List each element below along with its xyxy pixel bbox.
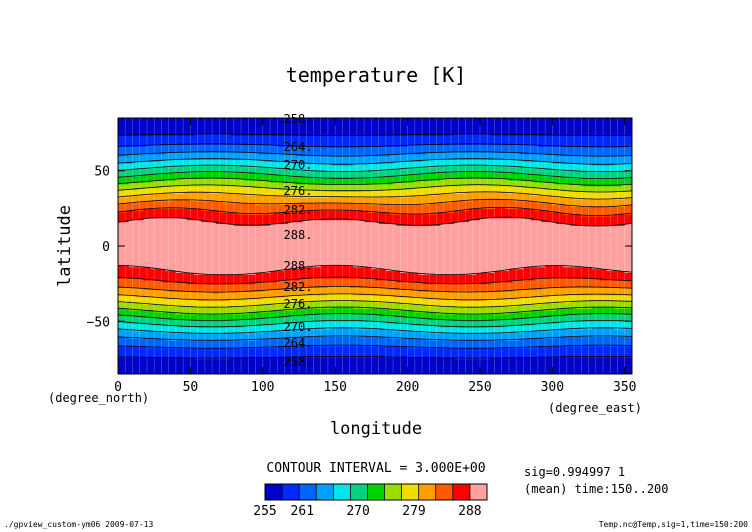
contour-line <box>118 306 632 315</box>
contour-label: 270. <box>284 158 313 172</box>
y-axis-label: latitude <box>55 205 75 287</box>
contour-line <box>118 198 632 208</box>
y-axis-ticks: 50 0 −50 <box>87 165 632 330</box>
contour-line <box>118 327 632 334</box>
contour-line <box>118 184 632 193</box>
x-tick-label: 200 <box>396 380 419 395</box>
contour-interval-text: CONTOUR INTERVAL = 3.000E+00 <box>266 461 485 476</box>
colorbar-frame <box>264 483 488 501</box>
contour-line <box>118 344 632 349</box>
chart-title: temperature [K] <box>286 63 467 87</box>
footer-left: ./gpview_custom-ym06 2009-07-13 <box>4 520 153 529</box>
x-tick-label: 350 <box>613 380 636 395</box>
contour-line <box>118 276 632 285</box>
contour-bands <box>118 118 632 374</box>
colorbar-tick-label: 255 <box>253 504 276 519</box>
contour-line <box>118 264 632 276</box>
contour-label: 282. <box>284 203 313 217</box>
contour-label: 276. <box>284 184 313 198</box>
colorbar-tick-label: 261 <box>291 504 314 519</box>
contour-labels: 258. 264. 270. 276. 282. 288. 288. 282. 276. 270.… <box>284 112 313 369</box>
contour-line <box>118 206 632 216</box>
colorbar-swatch <box>469 484 488 500</box>
contour-line <box>118 191 632 200</box>
x-tick-label: 0 <box>114 380 122 395</box>
contour-line <box>118 320 632 328</box>
contour-line <box>118 313 632 321</box>
colorbar-swatch <box>316 484 334 500</box>
x-tick-label: 300 <box>541 380 564 395</box>
y-tick-label: −50 <box>87 315 110 330</box>
colorbar-swatch <box>265 484 283 500</box>
colorbar-swatch <box>367 484 385 500</box>
colorbar-swatch <box>299 484 317 500</box>
contour-line <box>118 171 632 179</box>
x-tick-label: 250 <box>468 380 491 395</box>
contour-label: 258. <box>284 355 313 369</box>
x-tick-label: 150 <box>323 380 346 395</box>
contour-label: 288. <box>284 259 313 273</box>
colorbar-swatch <box>282 484 300 500</box>
contour-line <box>118 177 632 186</box>
contour-line <box>118 356 632 359</box>
contour-line <box>118 164 632 173</box>
x-tick-label: 50 <box>183 380 199 395</box>
contour-lines <box>118 133 632 359</box>
y-tick-label: 50 <box>94 165 110 180</box>
contour-line <box>118 293 632 301</box>
colorbar-ticks: 255 261 270 279 288 <box>253 504 481 519</box>
x-axis-ticks: 0 50 100 150 200 250 300 350 <box>114 118 637 395</box>
contour-line <box>118 335 632 341</box>
contour-line <box>118 216 632 227</box>
colorbar-swatch <box>452 484 471 500</box>
colorbar-swatch <box>401 484 419 500</box>
footer-right: Temp.nc@Temp,sig=1,time=150:200 <box>599 520 748 529</box>
contour-label: 288. <box>284 228 313 242</box>
info-line-sig: sig=0.994997 1 <box>524 465 625 479</box>
x-tick-label: 100 <box>251 380 274 395</box>
y-tick-label: 0 <box>102 240 110 255</box>
x-axis-units: (degree_east) <box>548 401 642 415</box>
colorbar-tick-label: 279 <box>402 504 425 519</box>
x-axis-label: longitude <box>330 419 422 439</box>
contour-line <box>118 158 632 165</box>
contour-line <box>118 143 632 148</box>
contour-line <box>118 285 632 293</box>
colorbar-swatch <box>418 484 437 500</box>
contour-label: 282. <box>284 280 313 294</box>
info-line-time: (mean) time:150..200 <box>524 482 669 496</box>
colorbar-tick-label: 270 <box>346 504 369 519</box>
contour-line <box>118 133 632 136</box>
colorbar-swatch <box>384 484 402 500</box>
colorbar-tick-label: 288 <box>458 504 481 519</box>
colorbar-swatch <box>435 484 454 500</box>
contour-label: 264. <box>284 336 313 350</box>
colorbar-swatch <box>333 484 351 500</box>
colorbar-swatch <box>350 484 368 500</box>
contour-label: 258. <box>284 112 313 126</box>
contour-label: 264. <box>284 140 313 154</box>
colorbar <box>264 483 488 501</box>
contour-label: 270. <box>284 320 313 334</box>
contour-line <box>118 151 632 157</box>
y-axis-units: (degree_north) <box>48 391 149 405</box>
contour-label: 276. <box>284 297 313 311</box>
contour-line <box>118 300 632 308</box>
